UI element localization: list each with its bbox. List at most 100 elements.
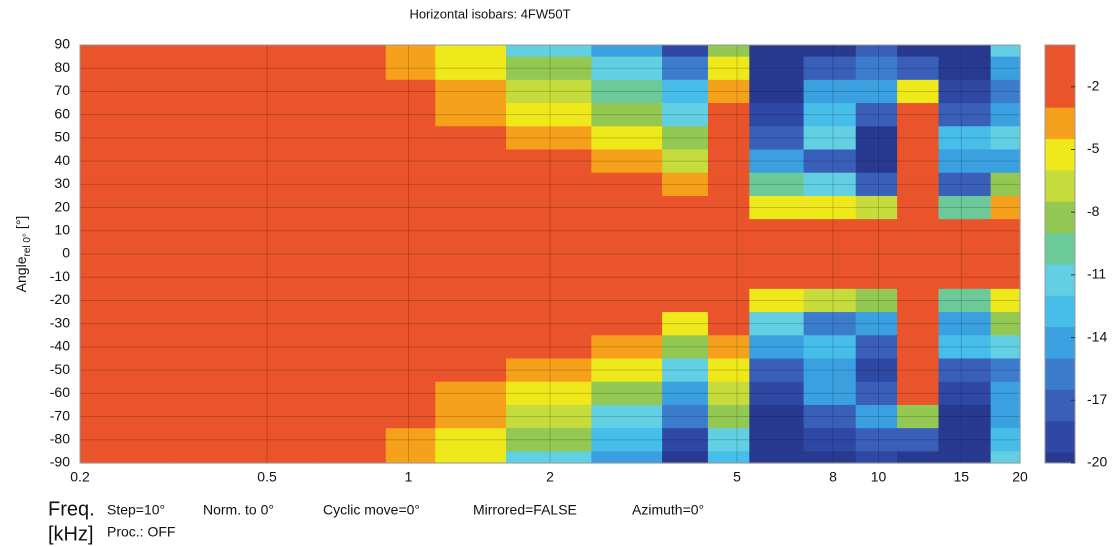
- heat-cell: [591, 195, 663, 220]
- heat-cell: [749, 126, 805, 151]
- heat-cell: [707, 56, 750, 81]
- heat-cell: [591, 358, 663, 383]
- heat-cell: [938, 381, 992, 406]
- heat-cell: [938, 312, 992, 336]
- heat-cell: [173, 381, 316, 406]
- heat-cell: [938, 358, 992, 383]
- heat-cell: [855, 428, 898, 452]
- heat-cell: [435, 381, 507, 406]
- colorbar-tick-label: -5: [1087, 140, 1100, 156]
- heat-cell: [435, 79, 507, 104]
- heat-cell: [435, 288, 507, 313]
- heat-cell: [938, 79, 992, 104]
- heat-cell: [173, 79, 316, 104]
- heat-cell: [315, 56, 387, 81]
- heat-cell: [803, 265, 857, 290]
- heat-cell: [315, 45, 387, 58]
- heat-cell: [707, 265, 750, 290]
- heat-cell: [315, 265, 387, 290]
- heat-cell: [662, 219, 709, 243]
- heat-cell: [591, 312, 663, 336]
- heat-cell: [803, 103, 857, 127]
- heat-cell: [855, 335, 898, 360]
- heat-cell: [506, 219, 592, 243]
- heat-cell: [385, 45, 436, 58]
- heat-cell: [435, 335, 507, 360]
- heat-cell: [897, 45, 940, 58]
- heat-cell: [707, 404, 750, 429]
- heat-cell: [938, 335, 992, 360]
- heat-cell: [749, 404, 805, 429]
- heat-cell: [990, 288, 1021, 313]
- heat-cell: [435, 358, 507, 383]
- heat-cell: [707, 428, 750, 452]
- info-text: Cyclic move=0°: [323, 502, 420, 518]
- heat-cell: [385, 428, 436, 452]
- y-tick-label: -40: [50, 338, 70, 354]
- heat-cell: [591, 56, 663, 81]
- heat-cell: [662, 358, 709, 383]
- colorbar-band: [1045, 327, 1075, 359]
- heat-cell: [506, 428, 592, 452]
- heat-cell: [803, 219, 857, 243]
- heat-cell: [749, 56, 805, 81]
- heat-cell: [591, 103, 663, 127]
- heat-cell: [435, 265, 507, 290]
- heat-cell: [435, 312, 507, 336]
- heat-cell: [749, 451, 805, 464]
- heat-cell: [803, 45, 857, 58]
- heat-cell: [385, 335, 436, 360]
- plot-frame: [79, 44, 1021, 464]
- y-tick-label: -20: [50, 291, 70, 307]
- heat-cell: [315, 149, 387, 174]
- heat-cell: [897, 103, 940, 127]
- heat-cell: [435, 451, 507, 464]
- colorbar-band: [1045, 139, 1075, 171]
- heat-cell: [385, 103, 436, 127]
- heat-cell: [173, 288, 316, 313]
- heat-cell: [435, 428, 507, 452]
- heat-cell: [855, 219, 898, 243]
- x-tick-label: 0.2: [70, 469, 90, 485]
- heat-cell: [803, 404, 857, 429]
- heat-cell: [897, 242, 940, 267]
- heat-cell: [749, 79, 805, 104]
- heat-cell: [855, 242, 898, 267]
- heat-cell: [506, 265, 592, 290]
- colorbar-band: [1045, 233, 1075, 265]
- y-tick-label: 0: [62, 245, 70, 261]
- heat-cell: [173, 219, 316, 243]
- heat-cell: [435, 45, 507, 58]
- heat-cell: [855, 312, 898, 336]
- y-tick-label: 20: [54, 198, 70, 214]
- info-text: Norm. to 0°: [203, 502, 274, 518]
- heat-cell: [938, 126, 992, 151]
- heat-cell: [707, 79, 750, 104]
- heat-cell: [855, 404, 898, 429]
- heat-cell: [990, 45, 1021, 58]
- heat-cell: [506, 242, 592, 267]
- heat-cell: [385, 126, 436, 151]
- heat-cell: [506, 404, 592, 429]
- heat-cell: [990, 381, 1021, 406]
- heat-cell: [591, 265, 663, 290]
- heat-cell: [385, 219, 436, 243]
- heat-cell: [855, 358, 898, 383]
- heat-cell: [662, 195, 709, 220]
- info-group: Step=10° Norm. to 0° Cyclic move=0° Mirrore…: [107, 502, 704, 540]
- heat-cell: [173, 358, 316, 383]
- heat-cell: [938, 288, 992, 313]
- heat-cell: [173, 312, 316, 336]
- x-label-unit: [kHz]: [48, 523, 94, 545]
- heat-cell: [662, 172, 709, 197]
- colorbar-band: [1045, 201, 1075, 234]
- heat-cell: [591, 45, 663, 58]
- heat-cell: [435, 56, 507, 81]
- heat-cell: [506, 288, 592, 313]
- heat-cell: [80, 451, 175, 464]
- heat-cell: [855, 79, 898, 104]
- y-tick-label: -80: [50, 430, 70, 446]
- heat-cell: [591, 219, 663, 243]
- heat-cell: [385, 288, 436, 313]
- heat-cell: [897, 219, 940, 243]
